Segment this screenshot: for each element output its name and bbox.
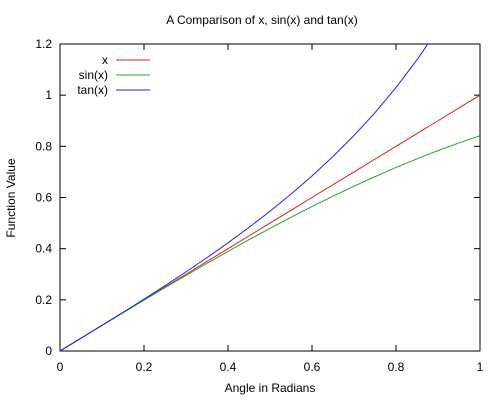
y-tick-label: 0.6 <box>35 191 52 205</box>
y-axis-ticks <box>60 43 480 352</box>
x-tick-label: 0.4 <box>220 360 237 374</box>
series-line-2 <box>60 44 429 351</box>
y-tick-label: 1.2 <box>35 37 52 51</box>
y-axis-label: Function Value <box>4 158 18 237</box>
x-tick-label: 0.2 <box>136 360 153 374</box>
y-tick-label: 1 <box>45 88 52 102</box>
chart-title: A Comparison of x, sin(x) and tan(x) <box>166 13 357 27</box>
legend-label: sin(x) <box>79 68 108 82</box>
x-tick-label: 1 <box>477 360 484 374</box>
series-lines <box>60 44 480 351</box>
y-tick-label: 0.8 <box>35 139 52 153</box>
plot-area <box>59 43 481 352</box>
x-axis-label: Angle in Radians <box>225 381 316 395</box>
legend-label: x <box>102 53 108 67</box>
x-tick-label: 0.8 <box>388 360 405 374</box>
legend-label: tan(x) <box>77 83 108 97</box>
y-tick-label: 0.4 <box>35 242 52 256</box>
y-tick-label: 0.2 <box>35 293 52 307</box>
x-axis-tick-labels: 0 0.2 0.4 0.6 0.8 1 <box>57 360 484 374</box>
y-axis-tick-labels: 0 0.2 0.4 0.6 0.8 1 1.2 <box>35 37 52 358</box>
x-tick-label: 0 <box>57 360 64 374</box>
y-tick-label: 0 <box>45 344 52 358</box>
series-line-1 <box>60 135 480 351</box>
x-tick-label: 0.6 <box>304 360 321 374</box>
x-axis-ticks <box>59 44 481 351</box>
